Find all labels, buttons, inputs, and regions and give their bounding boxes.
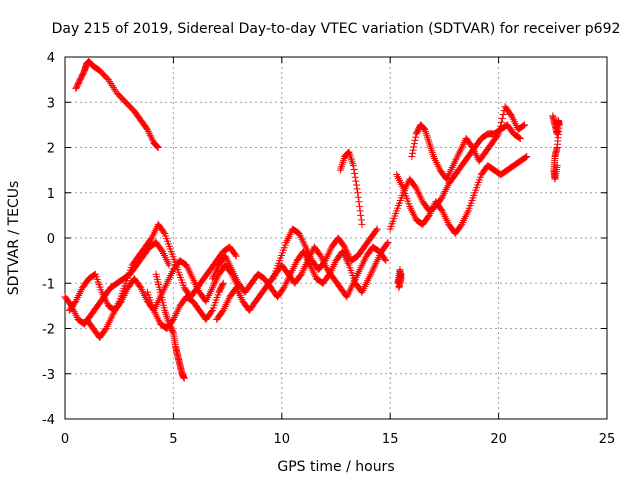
- y-tick-labels: -4 -3 -2 -1 0 1 2 3 4: [42, 51, 55, 428]
- data-point: [219, 279, 227, 287]
- y-tick-label: -3: [42, 368, 55, 383]
- data-point: [522, 153, 530, 161]
- data-point: [352, 177, 360, 185]
- data-point: [408, 149, 416, 157]
- data-point: [356, 207, 364, 215]
- data-point: [356, 202, 364, 210]
- x-tick-labels: 0 5 10 15 20 25: [61, 432, 615, 447]
- y-tick-label: 4: [47, 51, 55, 66]
- data-point: [154, 144, 162, 151]
- x-tick-label: 5: [169, 432, 177, 447]
- series-arc_low_c: [83, 220, 240, 342]
- data-point: [498, 114, 506, 122]
- y-tick-label: 1: [47, 187, 55, 202]
- axis-ticks: [64, 56, 608, 420]
- chart-title: Day 215 of 2019, Sidereal Day-to-day VTE…: [52, 21, 621, 37]
- data-point: [384, 239, 392, 247]
- data-point: [521, 121, 529, 129]
- data-point: [169, 328, 177, 336]
- grid-lines: [65, 57, 607, 419]
- y-tick-label: -2: [42, 323, 55, 338]
- data-point: [495, 130, 503, 138]
- series-arc_late_b: [393, 153, 531, 237]
- data-point: [357, 211, 365, 219]
- data-point: [357, 216, 365, 224]
- series-arc_early_high: [72, 58, 162, 151]
- data-point: [516, 134, 524, 142]
- data-point: [497, 118, 505, 126]
- data-point: [411, 136, 419, 144]
- data-point: [499, 111, 507, 119]
- data-point: [232, 252, 240, 260]
- series-arc_mid_c: [269, 225, 381, 283]
- data-point: [496, 122, 504, 130]
- data-point: [410, 140, 418, 148]
- data-point: [353, 185, 361, 193]
- data-point: [382, 257, 390, 265]
- data-point: [180, 374, 188, 382]
- x-tick-label: 25: [599, 432, 616, 447]
- y-axis-label: SDTVAR / TECUs: [6, 181, 22, 296]
- data-point: [154, 143, 162, 151]
- data-point: [496, 126, 504, 134]
- x-tick-label: 20: [490, 432, 507, 447]
- x-axis-label: GPS time / hours: [277, 459, 394, 475]
- data-point: [219, 281, 227, 289]
- data-point: [410, 143, 418, 151]
- y-tick-label: 3: [47, 96, 55, 111]
- x-tick-label: 0: [61, 432, 69, 447]
- series-arc_mid_d: [336, 148, 366, 228]
- data-point: [412, 133, 420, 141]
- data-point: [520, 122, 528, 130]
- data-points: [61, 58, 563, 382]
- data-point: [165, 261, 173, 269]
- x-tick-label: 15: [382, 432, 399, 447]
- data-point: [352, 181, 360, 189]
- data-point: [354, 193, 362, 201]
- y-tick-label: 0: [47, 232, 55, 247]
- data-point: [523, 153, 531, 161]
- data-point: [354, 189, 362, 197]
- y-tick-label: -4: [42, 413, 55, 428]
- data-point: [515, 134, 523, 142]
- data-point: [409, 146, 417, 154]
- data-point: [553, 162, 561, 170]
- data-point: [349, 162, 357, 170]
- data-point: [373, 225, 381, 233]
- data-point: [355, 198, 363, 206]
- data-point: [408, 153, 416, 161]
- series-arc_isolated: [394, 266, 405, 292]
- data-point: [160, 228, 168, 236]
- data-point: [351, 173, 359, 181]
- data-point: [207, 308, 215, 316]
- series-arc_late_d: [549, 112, 563, 183]
- series-arc_low_d: [143, 279, 227, 332]
- data-point: [383, 240, 391, 248]
- x-tick-label: 10: [274, 432, 291, 447]
- data-point: [231, 251, 239, 259]
- data-point: [153, 142, 161, 150]
- data-point: [381, 255, 389, 263]
- data-point: [494, 131, 502, 139]
- data-point: [358, 220, 366, 228]
- data-point: [351, 169, 359, 177]
- data-point: [397, 270, 405, 278]
- data-point: [350, 165, 358, 173]
- series-arc_late_c: [408, 103, 529, 183]
- y-tick-label: 2: [47, 142, 55, 157]
- series-arc_drop: [152, 270, 188, 382]
- data-point: [372, 226, 380, 234]
- y-tick-label: -1: [42, 277, 55, 292]
